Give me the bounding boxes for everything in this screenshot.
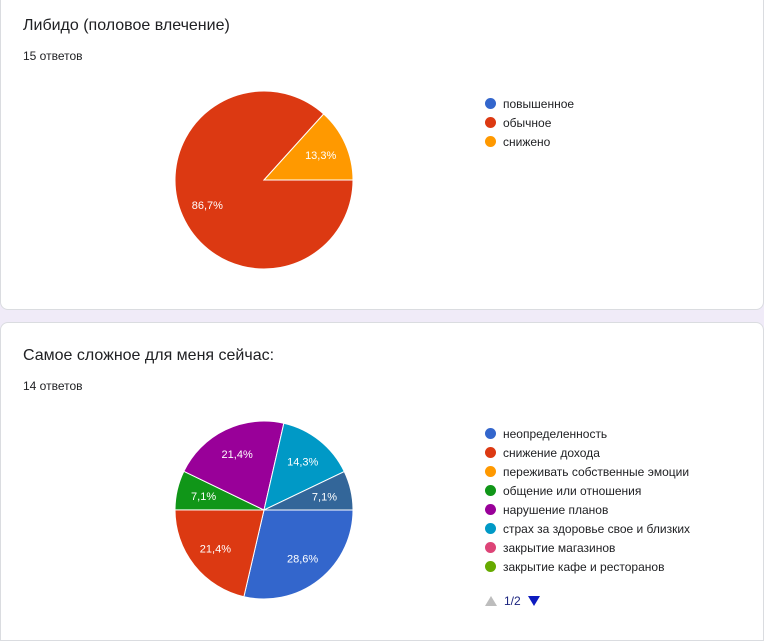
legend-item[interactable]: общение или отношения: [485, 481, 690, 500]
legend-item[interactable]: повышенное: [485, 94, 574, 113]
legend-swatch-icon: [485, 523, 496, 534]
legend-swatch-icon: [485, 485, 496, 496]
legend-item[interactable]: снижение дохода: [485, 443, 690, 462]
pie-chart-hardest: 28,6% 21,4% 7,1% 21,4% 14,3% 7,1%: [174, 420, 354, 600]
response-count: 14 ответов: [23, 379, 83, 393]
slice-data-label: 7,1%: [312, 491, 337, 503]
legend-item[interactable]: нарушение планов: [485, 500, 690, 519]
pie-slice[interactable]: [243, 509, 354, 600]
slice-data-label: 28,6%: [287, 554, 318, 566]
legend-swatch-icon: [485, 561, 496, 572]
legend-label: закрытие кафе и ресторанов: [503, 559, 665, 574]
legend-swatch-icon: [485, 504, 496, 515]
legend-swatch-icon: [485, 542, 496, 553]
response-count: 15 ответов: [23, 49, 83, 63]
legend-item[interactable]: обычное: [485, 113, 574, 132]
pie-slice[interactable]: [263, 470, 354, 511]
question-card-hardest: Самое сложное для меня сейчас: 14 ответо…: [0, 322, 764, 641]
legend-swatch-icon: [485, 136, 496, 147]
legend-label: обычное: [503, 115, 552, 130]
question-card-libido: Либидо (половое влечение) 15 ответов 86,…: [0, 0, 764, 310]
legend-swatch-icon: [485, 466, 496, 477]
legend-item[interactable]: снижено: [485, 132, 574, 151]
legend-next-page-icon[interactable]: [527, 596, 540, 606]
legend-label: нарушение планов: [503, 502, 609, 517]
legend-item[interactable]: неопределенность: [485, 424, 690, 443]
legend-label: снижено: [503, 134, 551, 149]
legend-label: переживать собственные эмоции: [503, 464, 690, 479]
pie-slice[interactable]: [174, 509, 265, 598]
legend-item[interactable]: закрытие кафе и ресторанов: [485, 557, 690, 576]
legend-swatch-icon: [485, 447, 496, 458]
legend-swatch-icon: [485, 98, 496, 109]
legend-label: закрытие магазинов: [503, 540, 616, 555]
legend-item[interactable]: страх за здоровье свое и близких: [485, 519, 690, 538]
legend-swatch-icon: [485, 428, 496, 439]
slice-data-label: 7,1%: [191, 491, 216, 503]
pie-slice[interactable]: [183, 420, 285, 511]
slice-data-label: 14,3%: [287, 457, 318, 469]
slice-data-label: 21,4%: [200, 543, 231, 555]
legend-prev-page-icon: [485, 596, 497, 606]
question-title: Либидо (половое влечение): [23, 17, 230, 34]
legend-label: снижение дохода: [503, 445, 600, 460]
legend-label: неопределенность: [503, 426, 608, 441]
pie-slice[interactable]: [263, 422, 345, 511]
slice-data-label: 21,4%: [222, 449, 253, 461]
legend-label: повышенное: [503, 96, 575, 111]
slice-data-label: 13,3%: [305, 150, 336, 162]
legend-swatch-icon: [485, 117, 496, 128]
legend-label: страх за здоровье свое и близких: [503, 521, 691, 536]
pie-chart-libido: 86,7% 13,3%: [174, 90, 354, 270]
legend-item[interactable]: переживать собственные эмоции: [485, 462, 690, 481]
chart-legend: повышенное обычное снижено: [485, 94, 574, 151]
legend-item[interactable]: закрытие магазинов: [485, 538, 690, 557]
slice-data-label: 86,7%: [192, 200, 223, 212]
legend-page-indicator: 1/2: [504, 594, 521, 608]
question-title: Самое сложное для меня сейчас:: [23, 347, 275, 364]
legend-pagination: 1/2: [485, 594, 540, 608]
legend-label: общение или отношения: [503, 483, 642, 498]
pie-slice[interactable]: [262, 113, 354, 181]
chart-legend: неопределенность снижение дохода переживат…: [485, 424, 690, 576]
